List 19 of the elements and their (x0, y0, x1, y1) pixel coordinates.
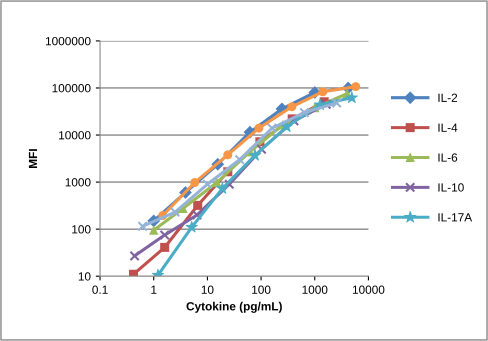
y-tick-label: 10 (78, 272, 91, 281)
legend-label: IL-17A (438, 213, 472, 222)
legend-label: IL-10 (438, 183, 464, 192)
legend-label: IL-2 (438, 94, 458, 102)
legend-label: IL-6 (438, 153, 458, 162)
x-tick-label: 1 (151, 286, 156, 294)
y-axis-title: MFI (28, 149, 38, 168)
y-tick-label: 10000 (59, 131, 91, 140)
y-tick-label: 100000 (52, 84, 91, 92)
y-tick-label: 1000000 (46, 36, 91, 46)
y-tick-label: 1000 (66, 178, 91, 186)
x-tick-label: 10000 (352, 286, 384, 294)
x-axis-title: Cytokine (pg/mL) (186, 302, 282, 313)
x-tick-label: 100 (252, 286, 270, 294)
legend-label: IL-4 (438, 124, 458, 132)
x-tick-label: 0.1 (92, 286, 108, 294)
x-tick-label: 10 (202, 286, 214, 294)
y-tick-label: 100 (72, 225, 91, 234)
x-tick-label: 1000 (302, 286, 328, 294)
